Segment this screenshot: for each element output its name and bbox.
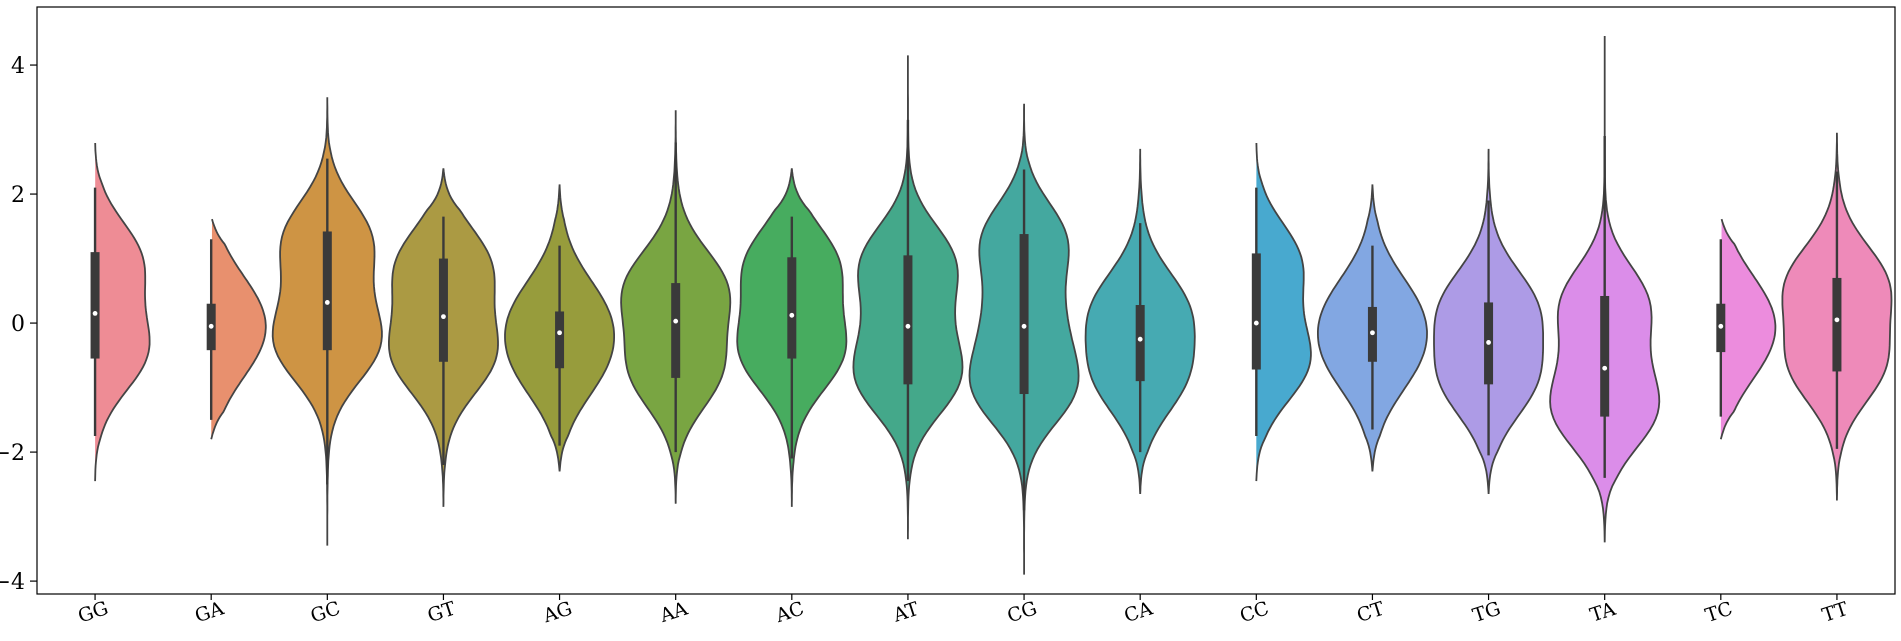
x-tick-label: AA (656, 598, 690, 628)
x-axis: GG GA GC GT AG AA AC AT CG CA CC CT TG TA TC TT (75, 594, 1851, 628)
violin-median-dot (557, 330, 562, 336)
violin-iqr-box (555, 311, 565, 369)
violin-GC (271, 97, 383, 546)
x-tick-label: AC (772, 597, 807, 627)
violin-iqr-box (322, 231, 332, 351)
violin-median-dot (1253, 320, 1259, 326)
violin-median-dot (905, 323, 911, 329)
violin-GG (90, 142, 151, 482)
violin-body (1719, 218, 1777, 440)
x-tick-label: CT (1354, 598, 1387, 627)
violin-CT (1317, 184, 1428, 472)
y-tick-label: 4 (11, 54, 25, 79)
violin-TT (1781, 132, 1893, 501)
violin-median-dot (92, 311, 98, 316)
violin-median-dot (324, 300, 330, 305)
x-tick-label: CG (1005, 597, 1040, 627)
x-tick-label: AG (540, 597, 575, 627)
violin-median-dot (1718, 323, 1724, 329)
violin-iqr-box (1600, 295, 1610, 417)
violin-iqr-box (90, 252, 100, 359)
x-tick-label: CC (1237, 597, 1271, 627)
violin-iqr-box (438, 258, 448, 362)
y-tick-label: −2 (0, 441, 25, 466)
violin-median-dot (1370, 330, 1375, 336)
y-tick-label: −4 (0, 570, 25, 595)
violin-CA (1084, 148, 1196, 495)
violin-AA (620, 110, 732, 504)
violin-iqr-box (1135, 305, 1145, 382)
violin-CC (1251, 142, 1312, 482)
violin-median-dot (1834, 317, 1840, 323)
plot-frame (36, 6, 1896, 595)
violin-median-dot (1137, 336, 1143, 342)
x-tick-label: TG (1470, 598, 1503, 628)
x-tick-label: TT (1819, 598, 1851, 627)
x-tick-label: CA (1121, 597, 1155, 627)
x-tick-label: TA (1587, 598, 1618, 627)
plot-border (36, 6, 1896, 595)
violin-TA (1549, 36, 1661, 543)
y-tick-label: 2 (11, 183, 25, 208)
violin-median-dot (673, 318, 679, 324)
x-tick-label: GG (75, 597, 111, 627)
violin-median-dot (1602, 365, 1608, 371)
violin-median-dot (1486, 340, 1491, 345)
violin-GA (206, 218, 267, 440)
violin-iqr-box (1019, 234, 1029, 395)
violin-CG (968, 103, 1080, 575)
violin-iqr-box (903, 255, 913, 385)
violin-median-dot (208, 323, 214, 329)
violin-AT (852, 55, 964, 540)
violin-AG (504, 184, 615, 472)
violin-median-dot (789, 312, 795, 318)
violins-layer (90, 36, 1893, 575)
x-tick-label: GA (192, 597, 227, 627)
x-tick-label: GC (308, 597, 343, 627)
y-axis: −4 −2 0 2 4 (0, 54, 37, 595)
x-tick-label: TC (1703, 598, 1736, 627)
violin-median-dot (441, 314, 446, 320)
violin-iqr-box (671, 283, 681, 378)
y-tick-label: 0 (11, 312, 25, 337)
violin-AC (736, 168, 848, 507)
violin-median-dot (1021, 323, 1027, 329)
violin-iqr-box (1832, 277, 1842, 372)
x-tick-label: GT (425, 597, 459, 627)
violin-body (94, 142, 151, 482)
x-tick-label: AT (890, 598, 922, 627)
violin-iqr-box (1251, 253, 1261, 370)
violin-TC (1716, 218, 1777, 440)
violin-GT (388, 168, 499, 507)
violin-iqr-box (787, 257, 797, 359)
violin-body (210, 218, 267, 440)
violin-TG (1433, 148, 1544, 495)
violin-body (1255, 142, 1312, 482)
